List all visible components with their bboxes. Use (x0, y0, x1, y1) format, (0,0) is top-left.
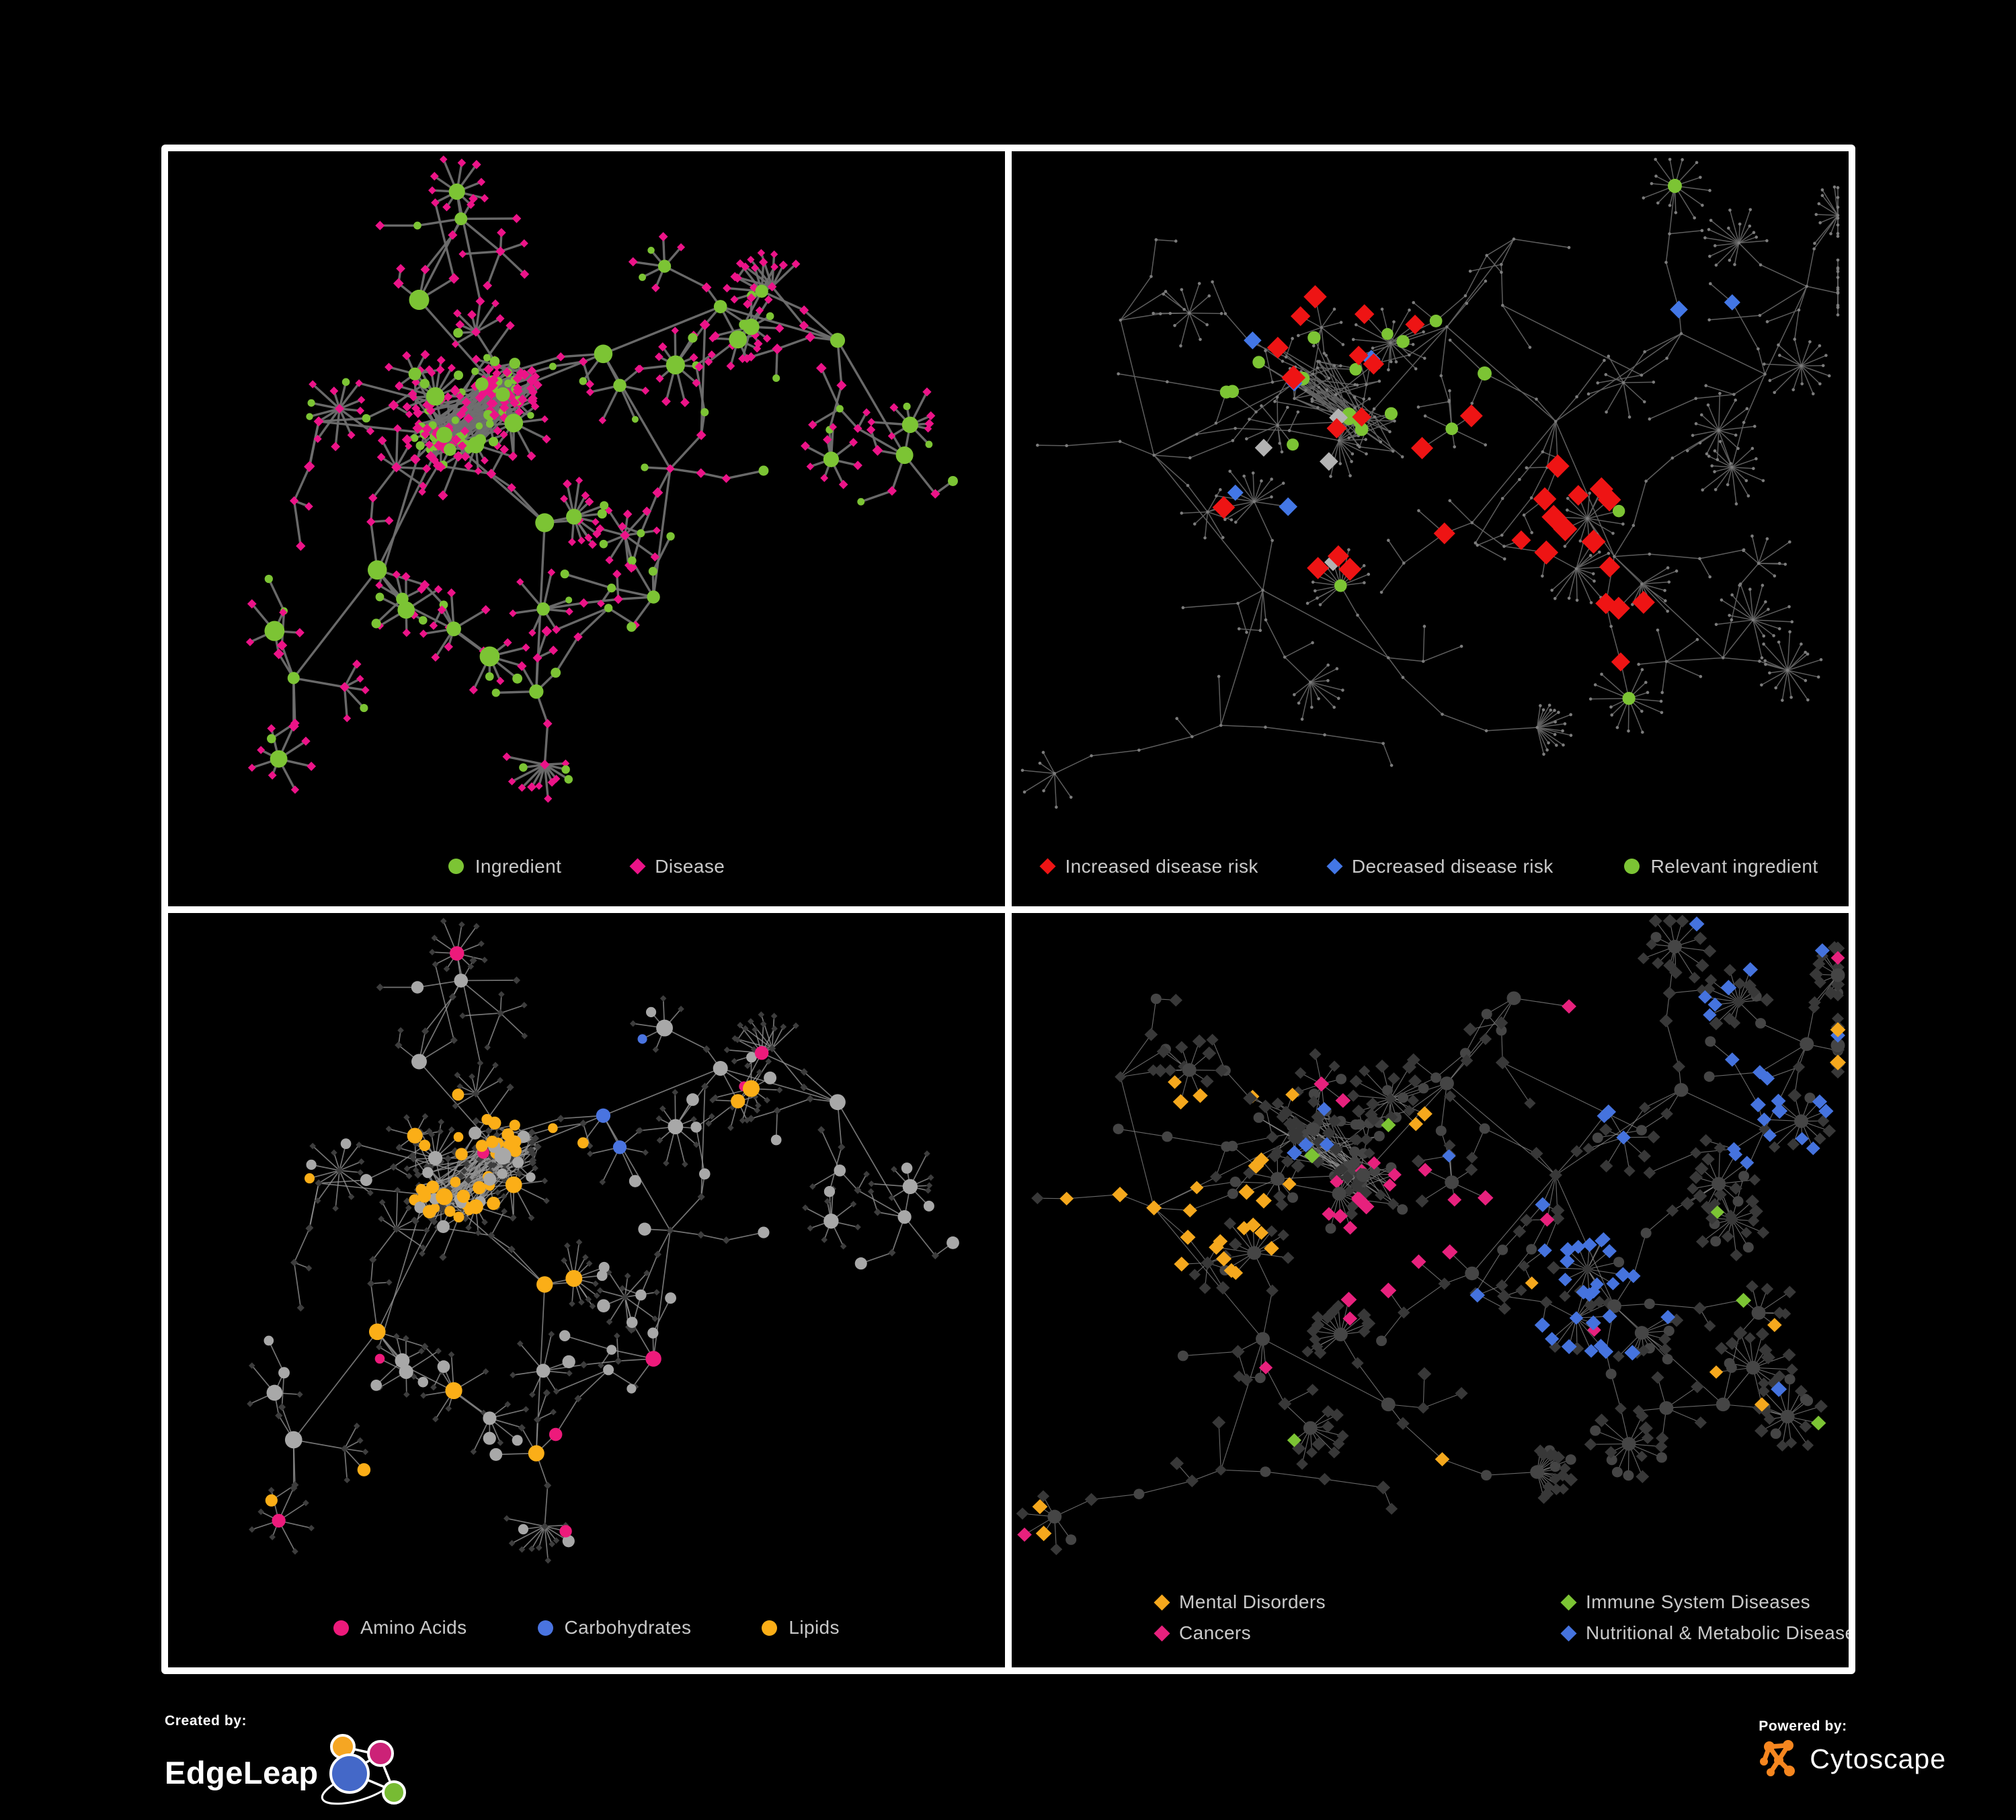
legend-item: Lipids (762, 1617, 840, 1638)
network-ingredient-disease (245, 155, 958, 803)
circle-marker (762, 1620, 778, 1636)
legend-item: Ingredient (448, 856, 562, 877)
legend-label: Disease (655, 855, 725, 877)
legend-label: Mental Disorders (1179, 1591, 1326, 1612)
legend-label: Nutritional & Metabolic Diseases (1586, 1622, 1849, 1643)
panel-disease-classes: Mental Disorders Immune System Diseases Ca… (1012, 912, 1849, 1667)
legend-item: Carbohydrates (537, 1617, 692, 1638)
diamond-marker (1154, 1593, 1170, 1611)
network-disease-classes (1016, 913, 1846, 1555)
legend-item: Mental Disorders (1154, 1591, 1492, 1613)
diamond-marker (1039, 858, 1056, 875)
legend-ingredient-classes: Amino Acids Carbohydrates Lipids (168, 1588, 1005, 1667)
edgeleap-credit: Created by: EdgeLeap (165, 1713, 415, 1813)
legend-disease-risk: Increased disease risk Decreased disease … (1012, 827, 1849, 906)
legend-item: Immune System Diseases (1560, 1591, 1849, 1613)
network-ingredient-classes (247, 917, 959, 1564)
circle-marker (537, 1620, 553, 1636)
legend-item: Decreased disease risk (1326, 855, 1554, 877)
legend-item: Relevant ingredient (1623, 855, 1818, 877)
network-disease-risk (1020, 157, 1840, 809)
legend-label: Decreased disease risk (1351, 855, 1554, 877)
circle-marker (448, 859, 464, 874)
cytoscape-wordmark: Cytoscape (1810, 1743, 1946, 1774)
diamond-marker (629, 858, 646, 875)
cytoscape-credit: Powered by: Cytoscape (1759, 1718, 1946, 1780)
legend-label: Ingredient (475, 855, 562, 877)
legend-label: Carbohydrates (564, 1617, 692, 1638)
legend-item: Nutritional & Metabolic Diseases (1560, 1622, 1849, 1644)
legend-item: Cancers (1154, 1622, 1492, 1644)
legend-item: Increased disease risk (1039, 855, 1258, 877)
panel-grid: Ingredient Disease Increased disease risk… (161, 145, 1855, 1674)
diamond-marker (1560, 1593, 1577, 1611)
legend-item: Amino Acids (333, 1617, 467, 1638)
legend-disease-classes: Mental Disorders Immune System Diseases Ca… (1012, 1568, 1849, 1667)
panel-ingredient-disease: Ingredient Disease (168, 151, 1005, 906)
legend-label: Amino Acids (360, 1617, 467, 1638)
legend-item: Disease (629, 855, 725, 877)
legend-label: Lipids (789, 1617, 840, 1638)
circle-marker (1623, 859, 1640, 874)
diamond-marker (1560, 1624, 1577, 1642)
legend-label: Relevant ingredient (1650, 855, 1818, 877)
legend-label: Increased disease risk (1065, 855, 1258, 877)
edgeleap-wordmark: EdgeLeap (165, 1754, 319, 1790)
diamond-marker (1154, 1624, 1170, 1642)
legend-ingredient-disease: Ingredient Disease (168, 827, 1005, 906)
diamond-marker (1326, 858, 1343, 875)
legend-label: Immune System Diseases (1586, 1591, 1811, 1612)
cytoscape-logo-icon (1760, 1740, 1796, 1776)
panel-ingredient-classes: Amino Acids Carbohydrates Lipids (168, 912, 1005, 1667)
edgeleap-logo-icon (321, 1734, 406, 1805)
legend-label: Cancers (1179, 1622, 1252, 1643)
created-by-label: Created by: (165, 1713, 247, 1729)
circle-marker (333, 1620, 350, 1636)
powered-by-label: Powered by: (1759, 1718, 1847, 1734)
panel-disease-risk: Increased disease risk Decreased disease … (1012, 151, 1849, 906)
